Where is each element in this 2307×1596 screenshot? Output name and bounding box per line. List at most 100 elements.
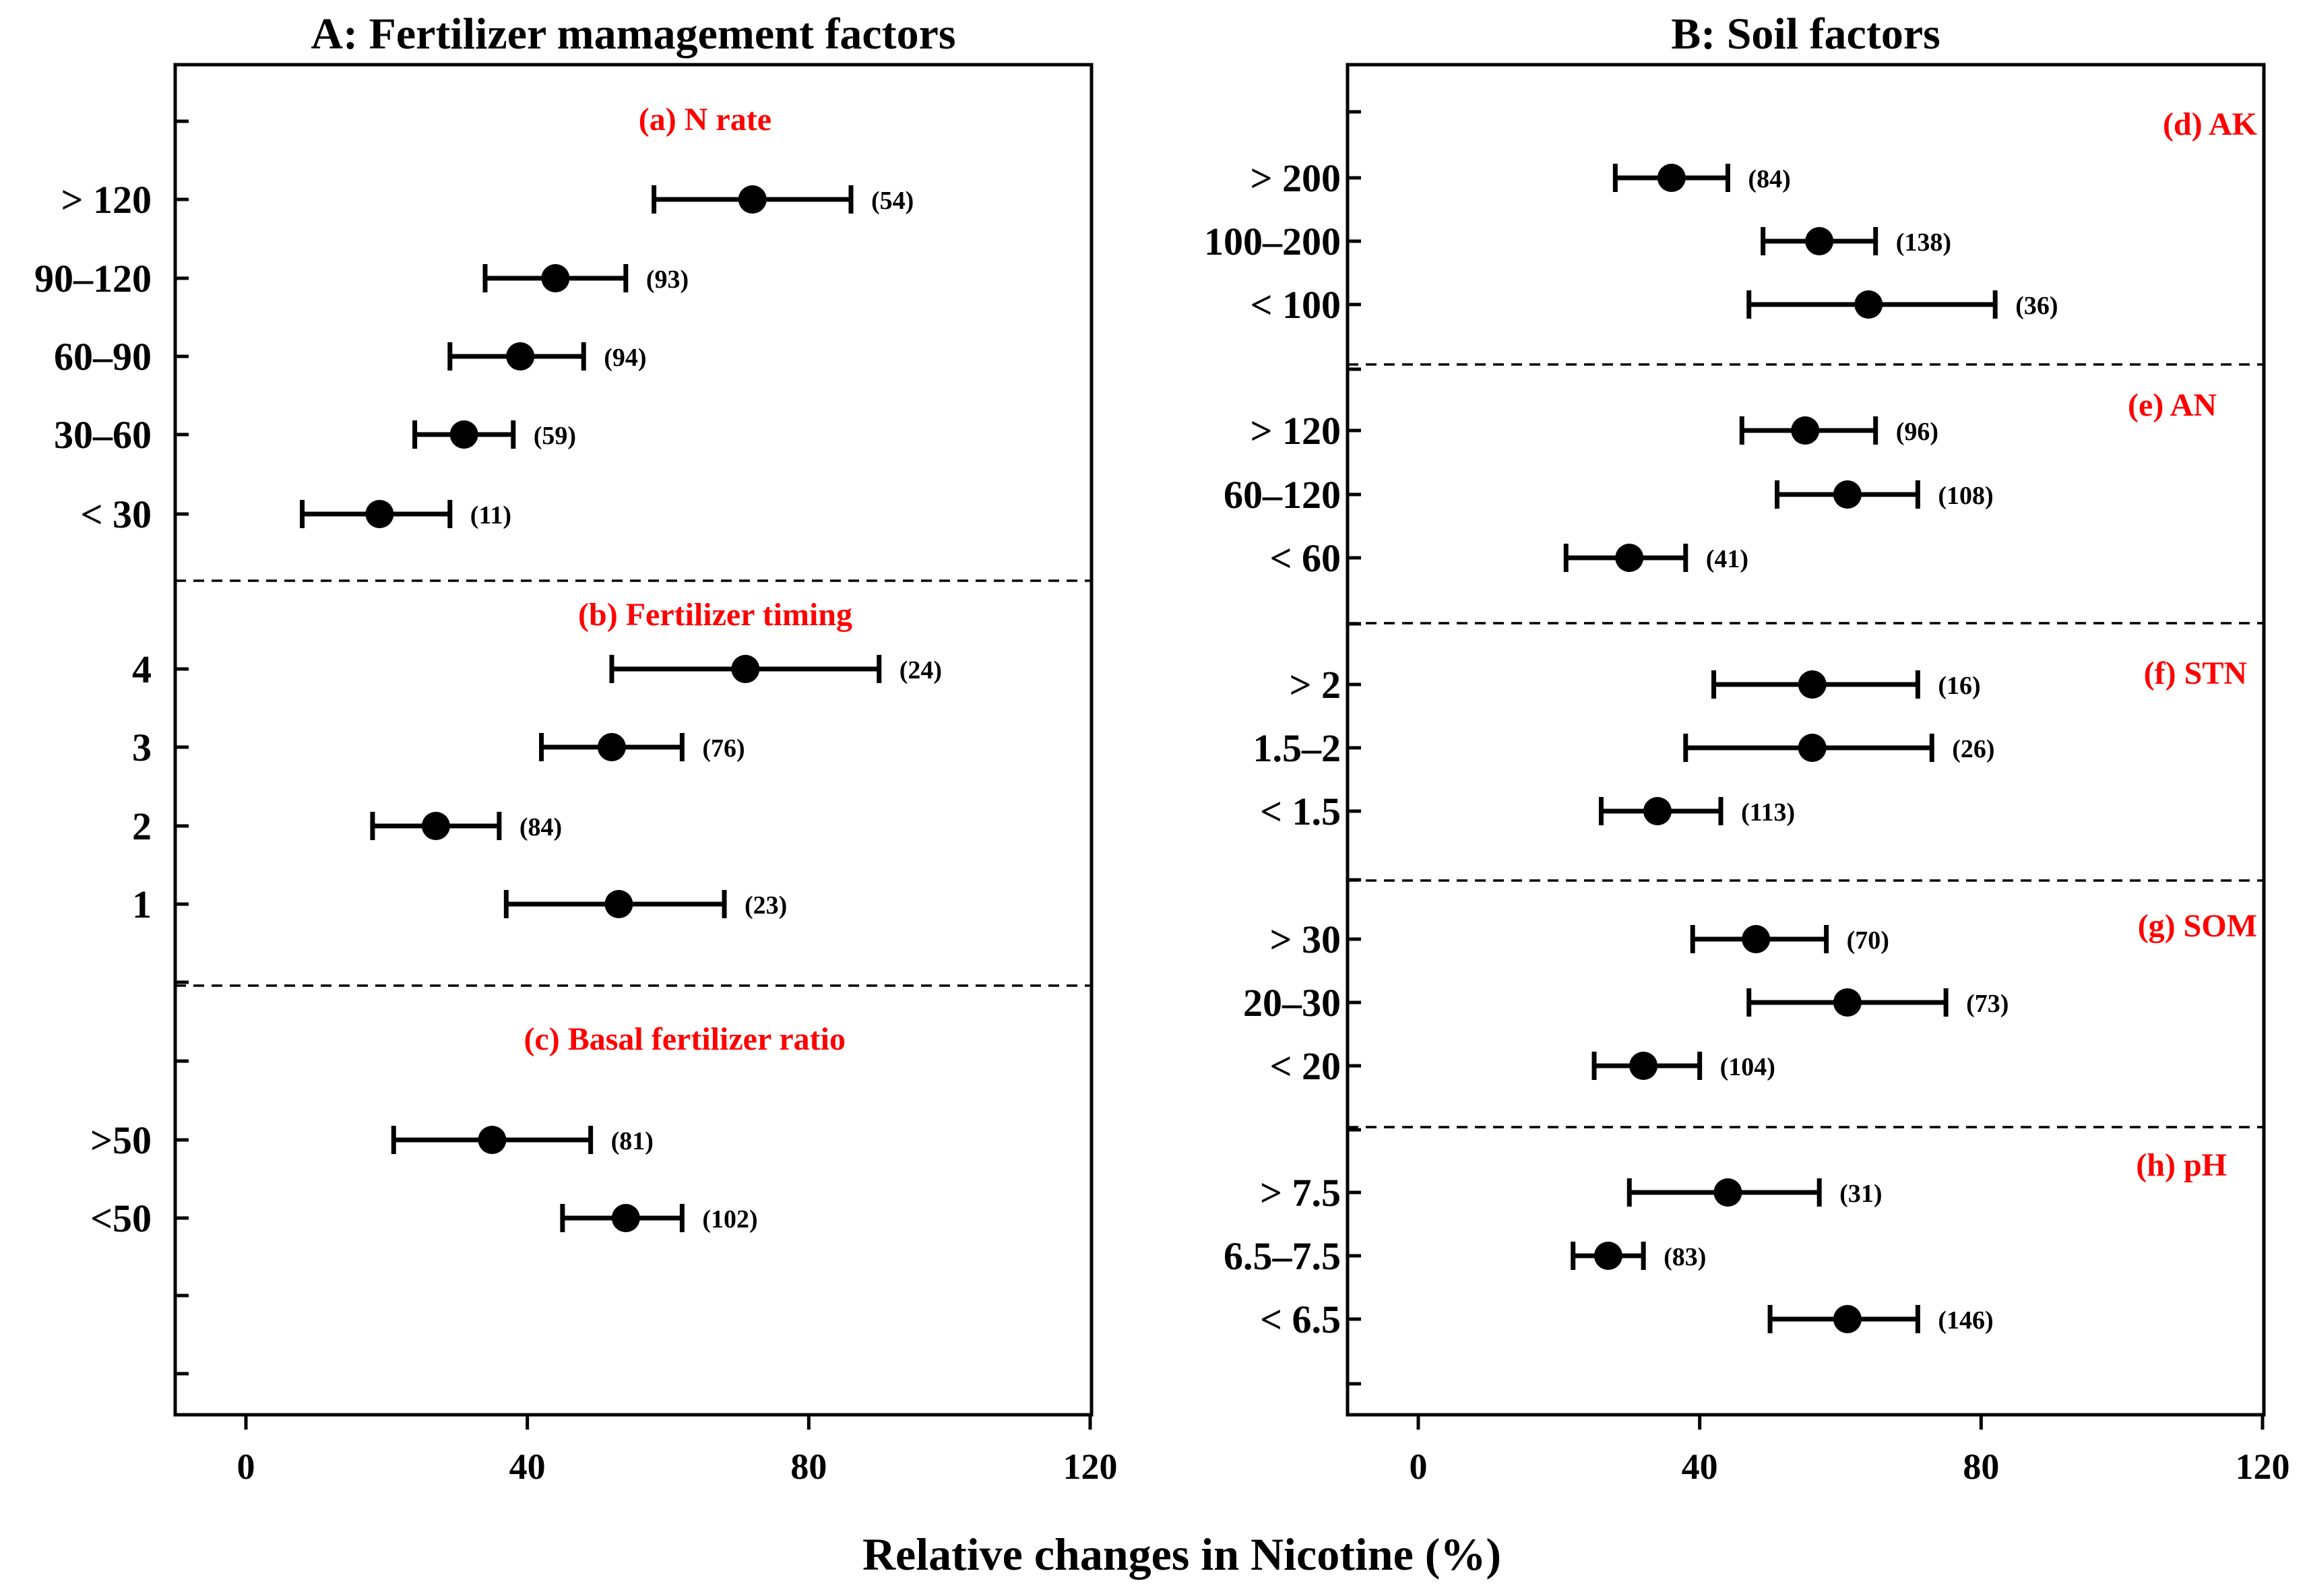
- plot-frame: [173, 63, 1094, 1417]
- category-label: > 120: [1250, 409, 1341, 453]
- mean-point: [1713, 1178, 1742, 1207]
- mean-point: [597, 733, 626, 761]
- category-label: 2: [132, 804, 152, 848]
- sample-size-label: (81): [611, 1127, 654, 1155]
- mean-point: [1798, 734, 1827, 762]
- category-label: < 30: [80, 492, 152, 536]
- sample-size-label: (138): [1896, 228, 1951, 257]
- mean-point: [1742, 925, 1771, 953]
- group-label: (c) Basal fertilizer ratio: [524, 1021, 846, 1057]
- sample-size-label: (26): [1952, 735, 1994, 763]
- category-label: 4: [132, 647, 152, 691]
- category-label: 20–30: [1243, 981, 1341, 1025]
- sample-size-label: (54): [871, 187, 914, 215]
- sample-size-label: (76): [702, 734, 745, 763]
- mean-point: [421, 812, 450, 840]
- sample-size-label: (84): [519, 813, 562, 841]
- sample-size-label: (31): [1839, 1180, 1882, 1208]
- mean-point: [731, 655, 760, 683]
- mean-point: [1798, 670, 1827, 699]
- mean-point: [1593, 1242, 1622, 1270]
- category-label: > 120: [61, 178, 152, 222]
- category-label: > 30: [1269, 918, 1341, 961]
- sample-size-label: (104): [1720, 1053, 1775, 1081]
- sample-size-label: (36): [2015, 292, 2058, 320]
- category-label: > 7.5: [1260, 1171, 1341, 1215]
- sample-size-label: (108): [1938, 482, 1993, 510]
- x-tick-label: 40: [509, 1446, 546, 1487]
- mean-point: [1833, 1305, 1862, 1333]
- sample-size-label: (24): [899, 656, 942, 684]
- category-label: 60–120: [1224, 473, 1341, 517]
- category-label: 30–60: [54, 413, 152, 457]
- category-label: < 100: [1250, 283, 1341, 327]
- panel-title: A: Fertilizer mamagement factors: [311, 9, 955, 59]
- sample-size-label: (23): [745, 891, 787, 920]
- mean-point: [1629, 1052, 1658, 1080]
- mean-point: [1643, 797, 1672, 825]
- mean-point: [1854, 290, 1883, 319]
- group-label: (b) Fertilizer timing: [578, 597, 852, 633]
- mean-point: [738, 185, 767, 214]
- category-label: 100–200: [1204, 220, 1341, 263]
- category-label: 6.5–7.5: [1224, 1234, 1341, 1278]
- sample-size-label: (73): [1966, 990, 2009, 1018]
- group-label: (e) AN: [2128, 387, 2217, 423]
- group-label: (g) SOM: [2138, 908, 2257, 944]
- sample-size-label: (96): [1896, 418, 1938, 446]
- category-label: < 1.5: [1260, 790, 1341, 833]
- category-label: <50: [90, 1196, 152, 1240]
- sample-size-label: (16): [1938, 672, 1980, 700]
- category-label: 1: [132, 883, 152, 926]
- mean-point: [1657, 164, 1686, 192]
- category-label: >50: [90, 1118, 152, 1162]
- sample-size-label: (84): [1748, 165, 1790, 193]
- category-label: < 20: [1269, 1044, 1341, 1088]
- sample-size-label: (59): [534, 422, 576, 450]
- category-label: > 200: [1250, 156, 1341, 200]
- x-tick-label: 0: [237, 1446, 255, 1487]
- sample-size-label: (83): [1664, 1243, 1706, 1271]
- category-label: 3: [132, 726, 152, 769]
- x-tick-label: 120: [1063, 1446, 1118, 1487]
- sample-size-label: (70): [1847, 926, 1889, 955]
- x-tick-label: 80: [790, 1446, 827, 1487]
- category-label: 90–120: [34, 257, 152, 300]
- mean-point: [478, 1126, 507, 1154]
- mean-point: [1791, 416, 1820, 445]
- group-label: (h) pH: [2136, 1147, 2227, 1183]
- category-label: 1.5–2: [1253, 726, 1341, 770]
- panel-title: B: Soil factors: [1671, 9, 1940, 59]
- sample-size-label: (102): [702, 1205, 757, 1234]
- mean-point: [604, 890, 633, 918]
- x-tick-label: 40: [1682, 1446, 1718, 1487]
- plot-frame: [1346, 63, 2266, 1417]
- mean-point: [611, 1204, 640, 1232]
- mean-point: [449, 420, 478, 449]
- x-tick-label: 0: [1410, 1446, 1428, 1487]
- mean-point: [1833, 480, 1862, 509]
- mean-point: [365, 500, 394, 528]
- sample-size-label: (146): [1938, 1306, 1993, 1335]
- sample-size-label: (113): [1741, 798, 1795, 827]
- mean-point: [541, 264, 570, 292]
- group-label: (f) STN: [2144, 656, 2248, 691]
- category-label: < 60: [1269, 536, 1341, 580]
- category-label: > 2: [1289, 663, 1341, 707]
- mean-point: [1833, 988, 1862, 1017]
- x-axis-label: Relative changes in Nicotine (%): [862, 1529, 1501, 1580]
- mean-point: [506, 342, 535, 371]
- sample-size-label: (93): [646, 265, 689, 294]
- sample-size-label: (11): [470, 501, 511, 530]
- category-label: 60–90: [54, 335, 152, 379]
- sample-size-label: (41): [1706, 545, 1748, 573]
- mean-point: [1615, 544, 1644, 572]
- sample-size-label: (94): [604, 344, 646, 372]
- group-label: (a) N rate: [639, 102, 771, 137]
- category-label: < 6.5: [1260, 1298, 1341, 1341]
- x-tick-label: 80: [1963, 1446, 1999, 1487]
- x-tick-label: 120: [2236, 1446, 2290, 1487]
- group-label: (d) AK: [2163, 106, 2257, 142]
- mean-point: [1805, 227, 1834, 255]
